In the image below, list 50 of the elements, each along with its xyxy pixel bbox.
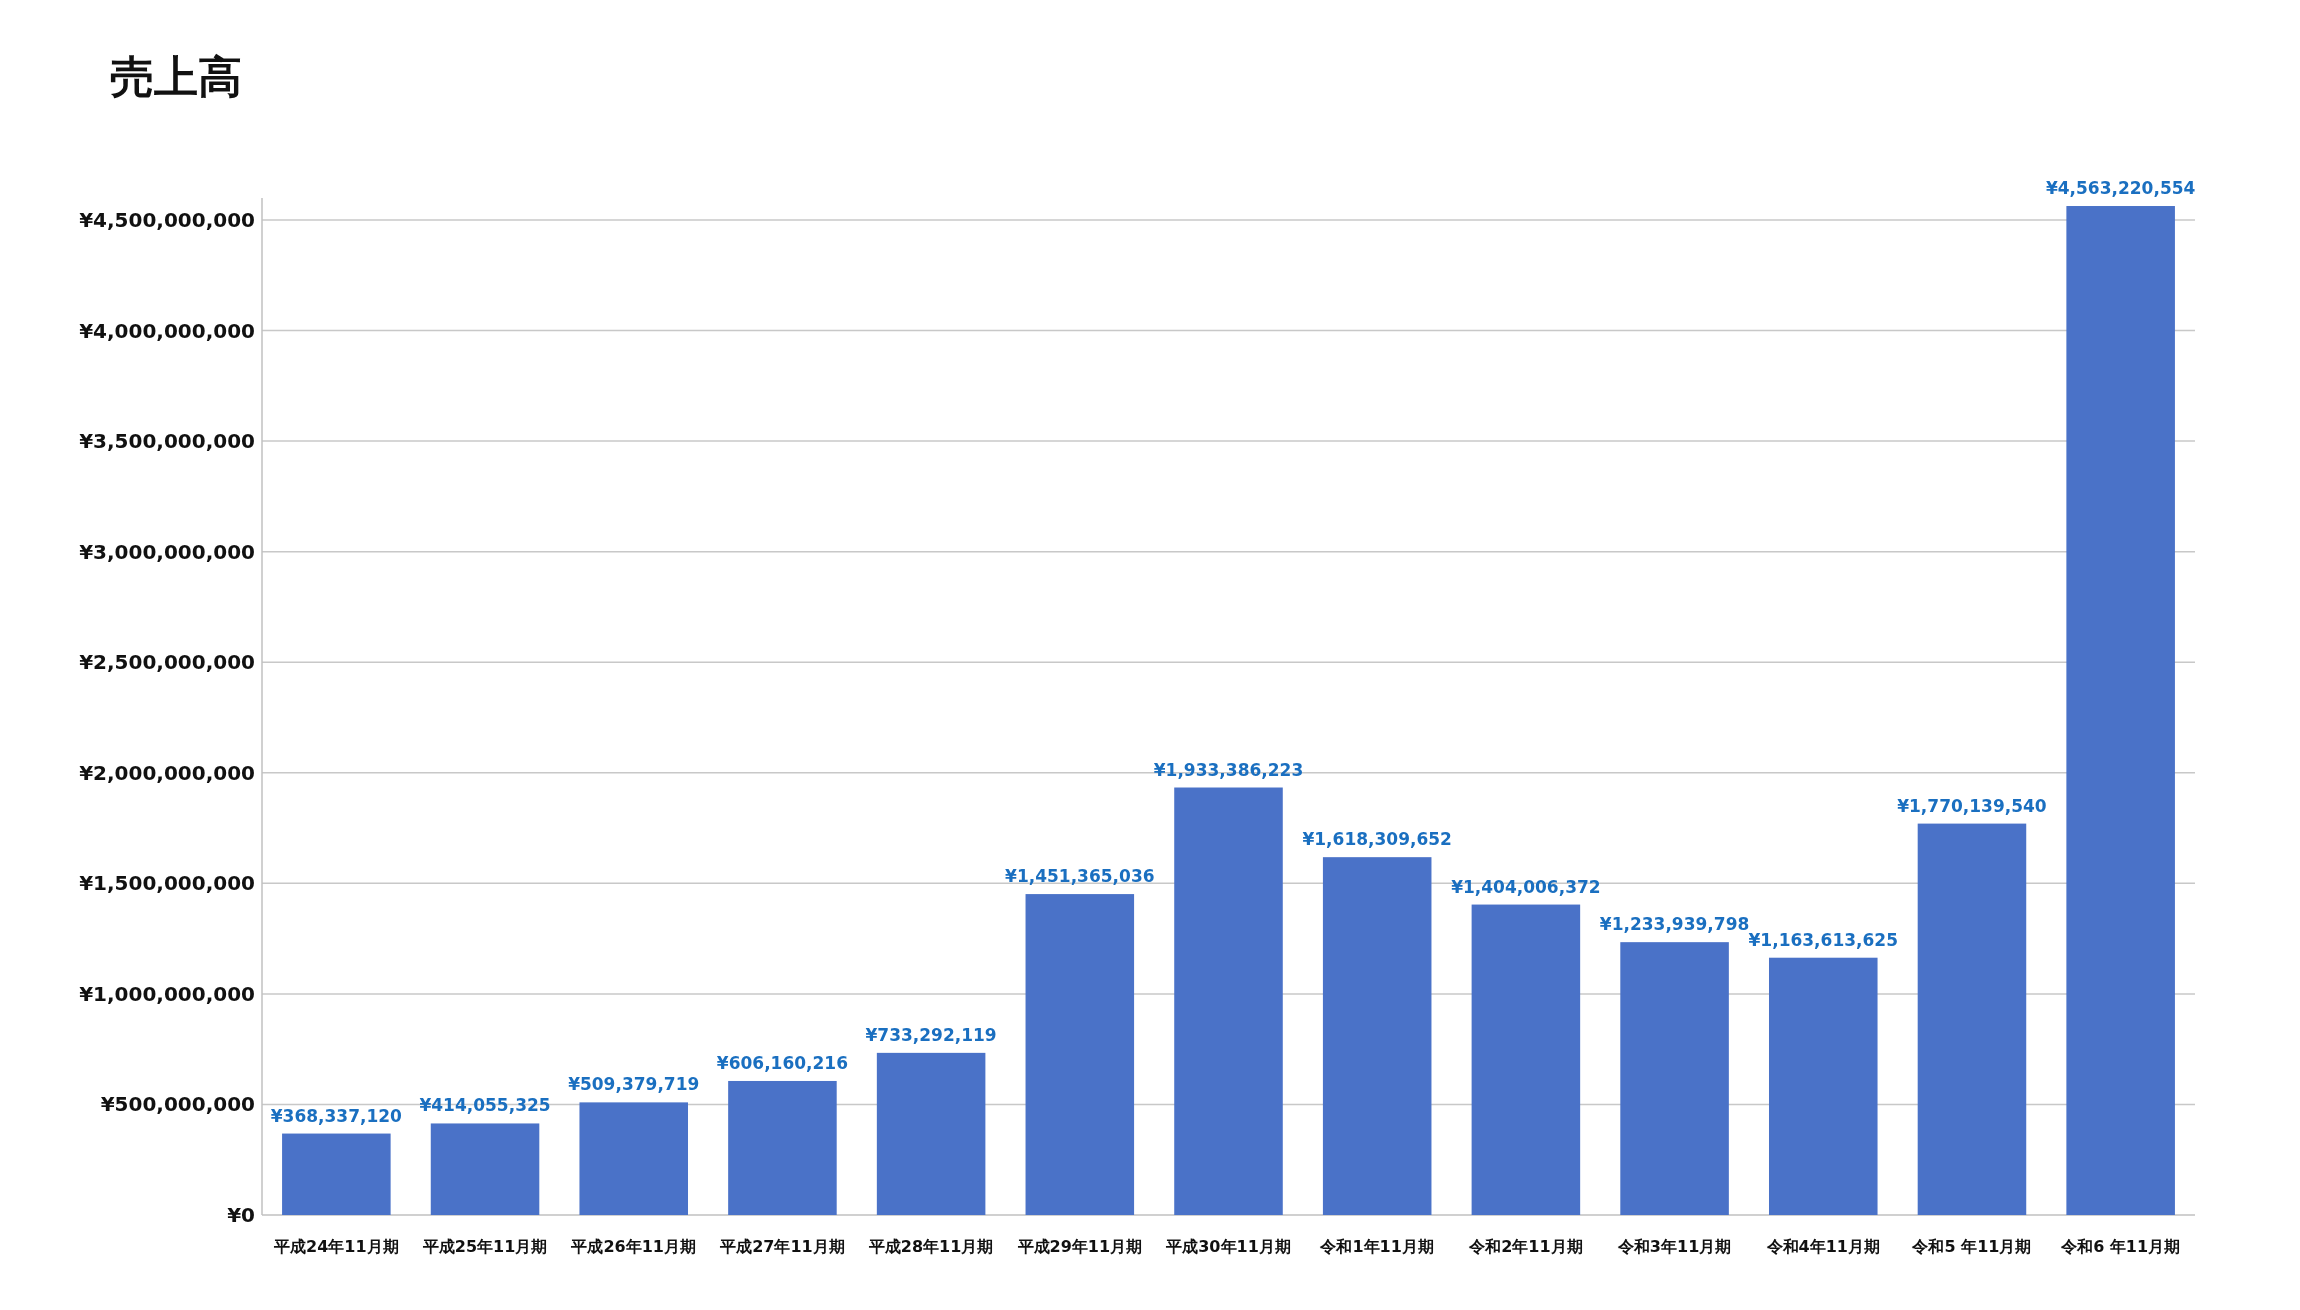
data-label: ¥368,337,120 — [270, 1105, 403, 1126]
bar — [1174, 787, 1283, 1215]
bar — [579, 1102, 688, 1215]
x-tick-label: 令和6 年11月期 — [2060, 1237, 2181, 1256]
bar — [1917, 823, 2027, 1215]
bar — [876, 1052, 986, 1215]
x-tick-label: 平成24年11月期 — [273, 1237, 399, 1256]
y-tick-label: ¥3,500,000,000 — [79, 429, 255, 454]
bar — [2066, 206, 2175, 1215]
x-tick-label: 平成30年11月期 — [1165, 1237, 1291, 1256]
x-tick-label: 平成27年11月期 — [719, 1237, 845, 1256]
bar — [1769, 957, 1878, 1215]
data-label: ¥606,160,216 — [716, 1052, 849, 1073]
x-tick-label: 平成28年11月期 — [867, 1237, 994, 1256]
x-tick-label: 令和3年11月期 — [1616, 1237, 1732, 1256]
y-tick-label: ¥4,500,000,000 — [79, 208, 255, 232]
y-tick-label: ¥500,000,000 — [100, 1092, 255, 1117]
data-label: ¥1,451,365,036 — [1005, 866, 1155, 887]
bar — [1025, 894, 1135, 1215]
x-tick-label: 令和5 年11月期 — [1911, 1237, 2032, 1256]
y-tick-label: ¥3,000,000,000 — [79, 539, 255, 564]
bar — [728, 1080, 837, 1215]
data-label: ¥1,233,939,798 — [1599, 914, 1750, 935]
y-tick-label: ¥0 — [227, 1203, 255, 1227]
data-label: ¥1,933,386,223 — [1153, 759, 1304, 780]
data-label: ¥1,404,006,372 — [1451, 876, 1601, 897]
data-label: ¥4,563,220,554 — [2045, 178, 2196, 199]
x-tick-label: 平成25年11月期 — [421, 1237, 548, 1256]
data-label: ¥509,379,719 — [568, 1074, 700, 1095]
y-tick-label: ¥1,500,000,000 — [79, 871, 255, 896]
y-tick-label: ¥4,000,000,000 — [79, 318, 255, 343]
x-tick-label: 平成26年11月期 — [570, 1237, 696, 1256]
data-label: ¥1,163,613,625 — [1748, 929, 1899, 950]
x-tick-label: 令和2年11月期 — [1468, 1237, 1583, 1256]
data-label: ¥1,770,139,540 — [1897, 795, 2047, 816]
data-label: ¥414,055,325 — [419, 1095, 551, 1116]
bar — [1471, 904, 1581, 1215]
data-label: ¥733,292,119 — [865, 1024, 997, 1045]
data-label: ¥1,618,309,652 — [1302, 829, 1452, 850]
y-tick-label: ¥2,000,000,000 — [79, 760, 255, 785]
x-tick-label: 令和1年11月期 — [1319, 1237, 1434, 1256]
bar — [1322, 857, 1432, 1215]
chart-title: 売上高 — [110, 51, 242, 102]
bar — [1620, 942, 1729, 1215]
y-tick-label: ¥2,500,000,000 — [79, 650, 255, 675]
x-tick-label: 令和4年11月期 — [1765, 1237, 1880, 1256]
x-tick-label: 平成29年11月期 — [1016, 1237, 1143, 1256]
bar — [282, 1133, 391, 1215]
y-tick-label: ¥1,000,000,000 — [79, 981, 255, 1006]
bar — [430, 1123, 540, 1215]
